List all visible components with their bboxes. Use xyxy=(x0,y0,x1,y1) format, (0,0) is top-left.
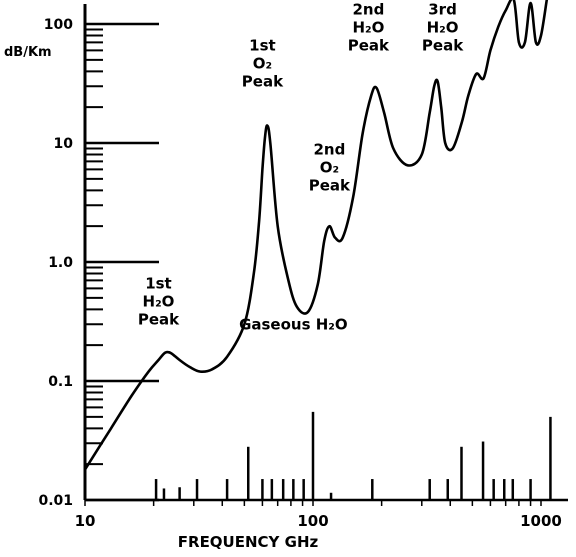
annotation-line: 3rd xyxy=(428,1,457,19)
annotation-line: H₂O xyxy=(143,292,175,310)
attenuation-curve xyxy=(85,0,549,471)
annotation-line: Peak xyxy=(242,72,284,90)
annotation-line: Gaseous H₂O xyxy=(239,316,348,334)
annotation-line: 1st xyxy=(249,36,276,54)
peak-annotation: Gaseous H₂O xyxy=(239,316,348,334)
y-tick-label: 0.01 xyxy=(38,493,73,509)
x-tick-label: 10 xyxy=(75,512,96,530)
peak-annotation: 3rd H₂O Peak xyxy=(422,1,464,55)
y-tick-label: 10 xyxy=(54,136,74,152)
annotation-line: H₂O xyxy=(352,19,384,37)
chart-marks xyxy=(85,0,552,500)
peak-annotation: 1st H₂O Peak xyxy=(138,274,180,328)
y-axis-label: dB/Km xyxy=(4,45,52,60)
x-tick-label: 1000 xyxy=(520,512,562,530)
annotation-line: 2nd xyxy=(352,1,384,19)
y-tick-label: 100 xyxy=(44,17,73,33)
y-tick-label: 1.0 xyxy=(48,255,73,271)
x-tick-label: 100 xyxy=(297,512,328,530)
annotation-line: 2nd xyxy=(313,141,345,159)
annotation-line: Peak xyxy=(422,37,464,55)
chart-labels: dB/Km FREQUENCY GHz 0.01 0.1 1.0 10 100 10 100… xyxy=(4,1,562,551)
peak-annotation: 2nd H₂O Peak xyxy=(348,1,390,55)
annotation-line: O₂ xyxy=(320,159,339,177)
annotation-line: O₂ xyxy=(253,54,272,72)
annotation-line: H₂O xyxy=(427,19,459,37)
annotation-line: Peak xyxy=(138,310,180,328)
annotation-line: 1st xyxy=(145,274,172,292)
annotation-line: Peak xyxy=(309,177,351,195)
annotation-line: Peak xyxy=(348,37,390,55)
x-axis-label: FREQUENCY GHz xyxy=(178,533,319,551)
y-tick-label: 0.1 xyxy=(48,374,73,390)
peak-annotation: 2nd O₂ Peak xyxy=(309,141,351,195)
chart-axes xyxy=(83,4,568,506)
peak-annotation: 1st O₂ Peak xyxy=(242,36,284,90)
